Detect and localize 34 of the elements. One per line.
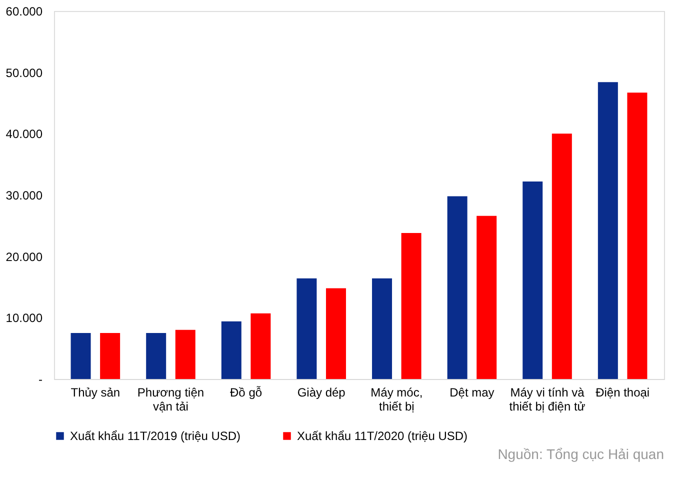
bar xyxy=(598,82,618,379)
text: Nguồn: Tổng cục Hải quan xyxy=(498,446,664,462)
y-tick-label: 10.000 xyxy=(6,311,43,326)
y-tick-label: 60.000 xyxy=(6,4,43,18)
legend-label: Xuất khẩu 11T/2019 (triệu USD) xyxy=(70,429,241,443)
bar xyxy=(221,321,242,379)
y-tick-label: 50.000 xyxy=(6,66,43,80)
y-tick-label: - xyxy=(38,372,42,386)
x-tick-label: Dệt may xyxy=(450,386,494,400)
bar xyxy=(372,278,392,379)
y-tick-label: 20.000 xyxy=(6,250,43,264)
bar xyxy=(100,333,120,379)
bar xyxy=(401,233,422,379)
legend-label: Xuất khẩu 11T/2020 (triệu USD) xyxy=(297,429,468,443)
x-tick-label: Thủy sản xyxy=(70,386,120,400)
bar xyxy=(552,134,572,379)
bar xyxy=(146,333,166,379)
bar xyxy=(70,333,91,379)
x-tick-label: Đồ gỗ xyxy=(230,386,262,400)
x-tick-label: Máy móc, thiết bị xyxy=(370,386,423,414)
bar xyxy=(296,278,317,379)
bar xyxy=(326,288,346,379)
bar xyxy=(175,330,196,379)
y-tick-label: 30.000 xyxy=(6,188,43,202)
x-tick-label: Giày dép xyxy=(297,386,346,400)
y-tick-label: 40.000 xyxy=(6,127,43,142)
x-tick-label: Điện thoại xyxy=(596,386,650,400)
x-tick-label: Máy vi tính và thiết bị điện tử xyxy=(509,386,586,414)
bar xyxy=(447,196,468,379)
x-tick-label: Phương tiện vận tải xyxy=(137,386,204,414)
bar xyxy=(476,216,497,379)
bar xyxy=(522,182,543,379)
bar xyxy=(627,92,648,379)
bar xyxy=(250,313,271,379)
